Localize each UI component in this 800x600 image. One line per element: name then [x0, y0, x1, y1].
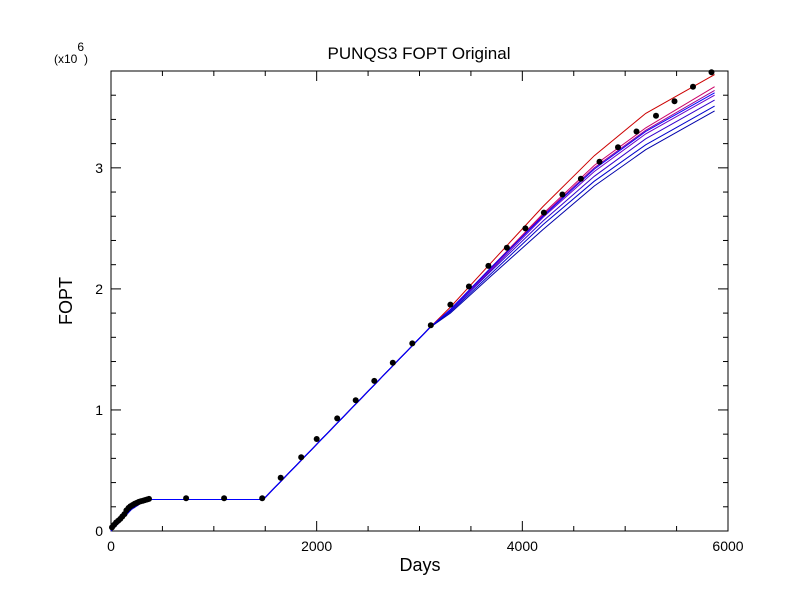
y-tick-label: 2 — [95, 281, 103, 297]
observed-point — [298, 454, 305, 461]
y-tick-label: 0 — [95, 523, 103, 539]
x-tick-label: 6000 — [712, 538, 743, 554]
x-tick-label: 0 — [107, 538, 115, 554]
observed-point — [615, 144, 621, 151]
observed-point — [671, 98, 678, 105]
chart-title: PUNQS3 FOPT Original — [328, 44, 511, 63]
observed-point — [352, 397, 359, 404]
simulation-series-line — [110, 86, 715, 532]
observed-point — [522, 225, 529, 232]
observed-point — [146, 495, 152, 502]
observed-point — [221, 495, 228, 502]
simulation-series-line — [110, 89, 715, 532]
simulation-series-line — [110, 110, 715, 532]
x-tick-label: 2000 — [301, 538, 332, 554]
y-axis-label: FOPT — [56, 277, 76, 325]
simulation-series-line — [110, 105, 715, 532]
y-scale-note: (x106) — [54, 40, 88, 66]
series-lines — [110, 74, 715, 532]
observed-point — [183, 495, 190, 502]
observed-point — [409, 340, 416, 347]
simulation-series-line — [110, 74, 715, 532]
observed-point — [503, 244, 510, 251]
observed-point — [334, 415, 341, 422]
observed-point — [389, 359, 396, 366]
observed-point — [465, 283, 472, 290]
observed-point — [427, 322, 434, 329]
observed-point — [708, 69, 715, 76]
observed-points — [109, 69, 715, 531]
tick-labels: 0 2000 4000 6000 0 1 2 3 — [95, 160, 744, 554]
observed-point — [485, 262, 492, 269]
y-scale-exponent: 6 — [77, 40, 84, 54]
observed-point — [371, 377, 378, 384]
observed-point — [690, 83, 696, 90]
observed-point — [559, 191, 566, 198]
y-tick-label: 1 — [95, 402, 103, 418]
observed-point — [259, 495, 266, 502]
y-tick-label: 3 — [95, 160, 103, 176]
x-axis-label: Days — [399, 555, 440, 575]
simulation-series-line — [110, 92, 715, 532]
observed-point — [540, 209, 547, 216]
x-tick-label: 4000 — [507, 538, 538, 554]
observed-point — [447, 301, 454, 308]
observed-point — [633, 128, 640, 135]
plot-frame — [110, 70, 729, 532]
axis-ticks — [110, 71, 729, 532]
observed-point — [596, 158, 603, 165]
observed-point — [577, 175, 584, 182]
observed-point — [653, 112, 659, 119]
observed-point — [277, 474, 284, 481]
observed-point — [313, 436, 320, 442]
